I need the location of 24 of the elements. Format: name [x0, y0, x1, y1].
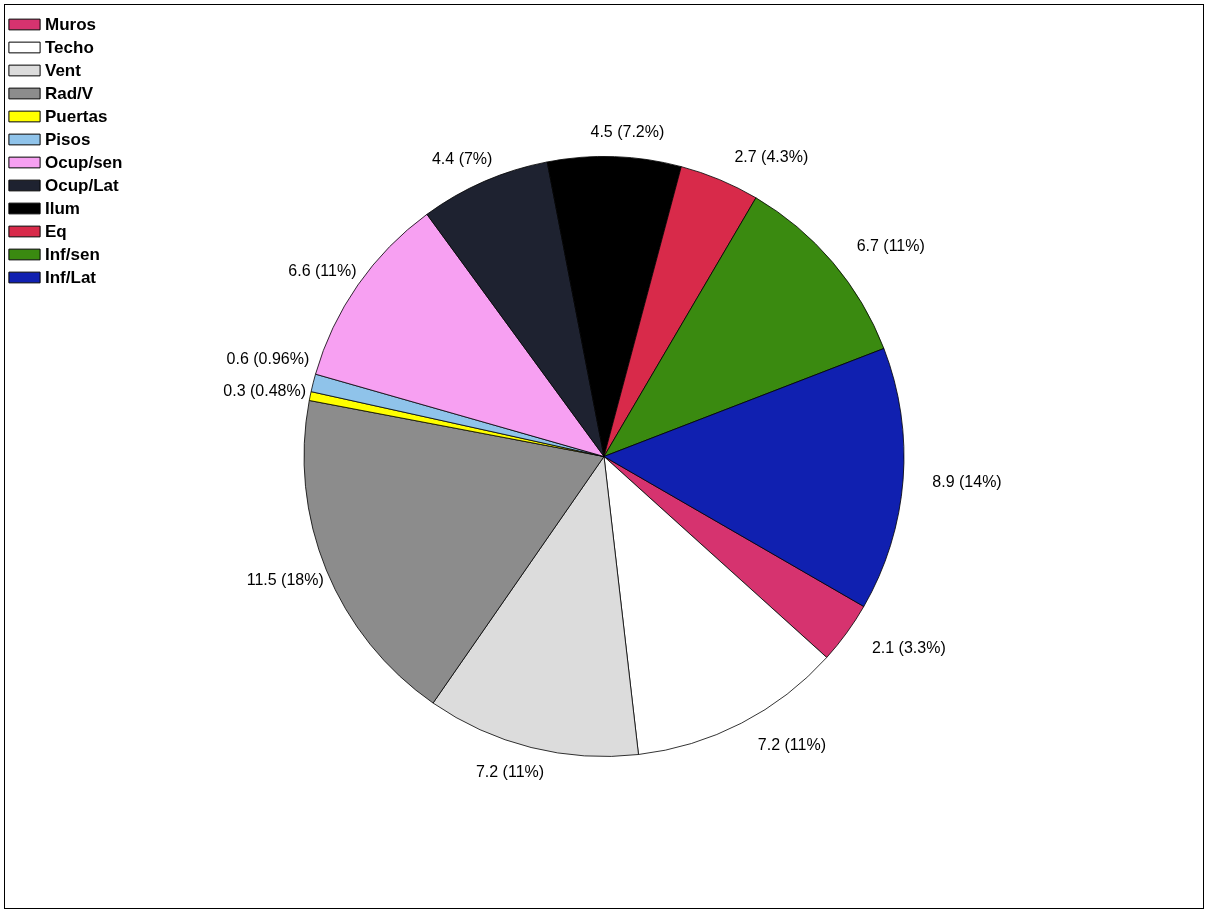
data-label: 2.7 (4.3%): [734, 147, 809, 165]
legend-label: Ilum: [45, 198, 80, 218]
data-label: 7.2 (11%): [757, 736, 827, 754]
legend-label: Ocup/Lat: [45, 175, 120, 195]
legend-label: Ocup/sen: [45, 152, 123, 172]
data-label: 6.7 (11%): [856, 237, 925, 255]
legend-label: Rad/V: [45, 83, 94, 103]
legend-label: Pisos: [45, 129, 91, 149]
legend-label: Puertas: [45, 106, 108, 126]
legend-label: Vent: [45, 60, 82, 80]
legend-label: Eq: [45, 221, 67, 241]
data-label: 0.3 (0.48%): [223, 382, 307, 399]
legend-label: Techo: [45, 37, 94, 57]
data-label: 2.1 (3.3%): [871, 638, 946, 656]
data-label: 6.6 (11%): [288, 261, 357, 279]
data-label: 0.6 (0.96%): [226, 349, 310, 367]
data-label: 7.2 (11%): [475, 762, 545, 780]
data-label: 8.9 (14%): [932, 472, 1002, 490]
data-label: 11.5 (18%): [246, 570, 324, 588]
data-label: 4.5 (7.2%): [590, 122, 665, 140]
legend-label: Inf/Lat: [45, 267, 97, 287]
data-label: 4.4 (7%): [431, 149, 493, 167]
legend-label: Muros: [45, 14, 96, 34]
legend-label: Inf/sen: [45, 244, 100, 264]
